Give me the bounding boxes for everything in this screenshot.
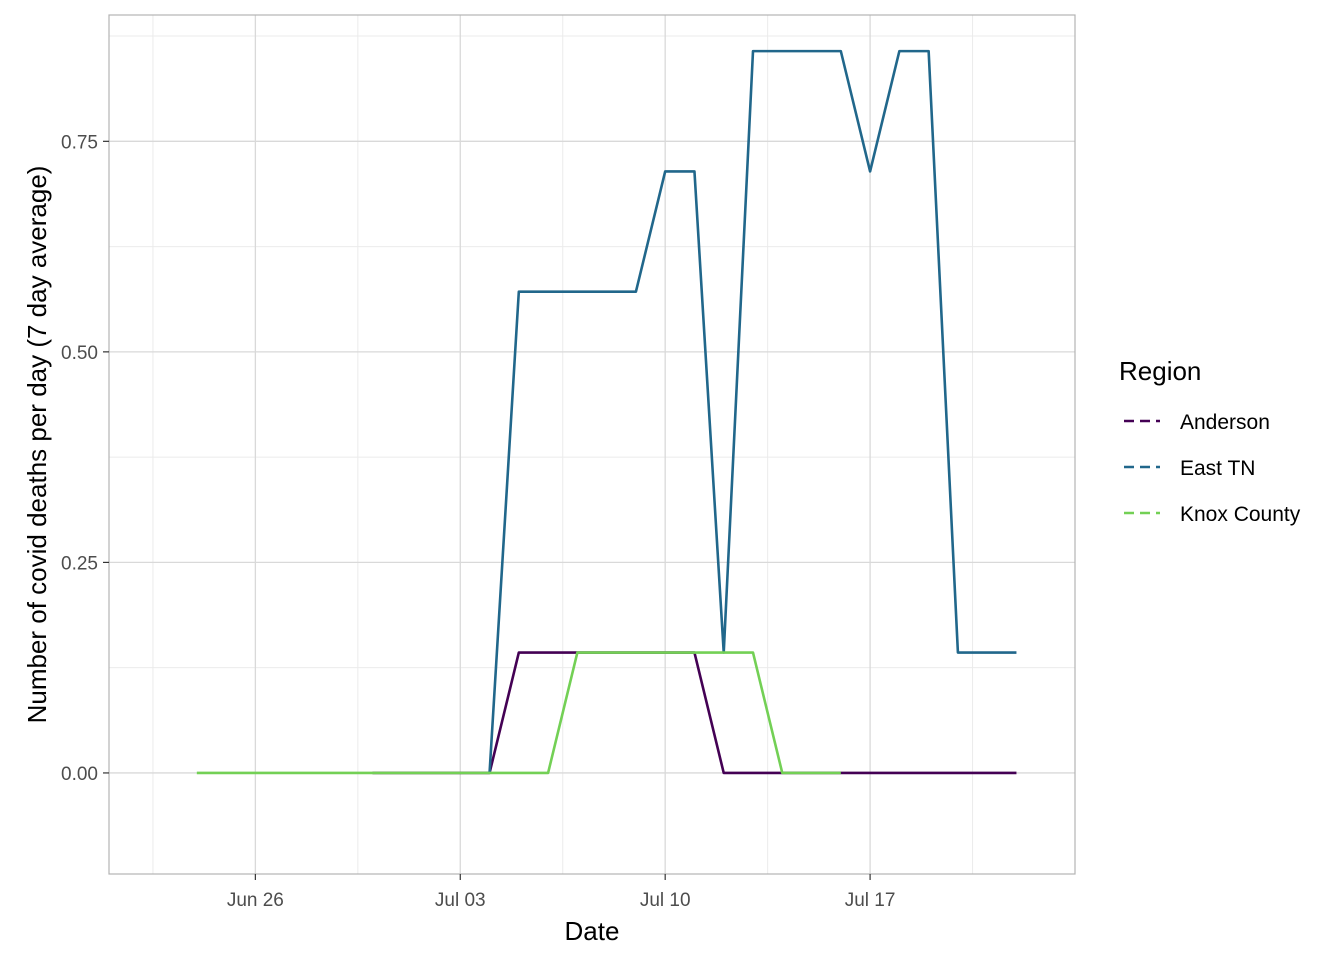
x-axis-title: Date	[565, 916, 620, 946]
plot-panel-border	[108, 14, 1076, 875]
legend: Region Anderson East TN Knox County	[1119, 356, 1301, 526]
series-line-anderson	[372, 651, 1017, 775]
grid-major	[109, 15, 1075, 874]
x-tick-label: Jul 03	[435, 890, 486, 911]
x-tick-label: Jul 10	[640, 890, 691, 911]
y-tick-label: 0.50	[61, 343, 98, 364]
y-tick-label: 0.75	[61, 132, 98, 153]
y-tick-label: 0.25	[61, 553, 98, 574]
legend-label-anderson: Anderson	[1180, 411, 1270, 434]
x-tick-label: Jul 17	[845, 890, 896, 911]
x-tick-label: Jun 26	[227, 890, 284, 911]
series-layer	[196, 49, 1017, 775]
x-axis: Jun 26 Jul 03 Jul 10 Jul 17	[227, 874, 896, 911]
legend-label-knox-county: Knox County	[1180, 503, 1301, 526]
legend-items: Anderson East TN Knox County	[1124, 411, 1301, 526]
y-tick-label: 0.00	[61, 764, 98, 785]
grid-minor	[109, 15, 1075, 874]
series-line-east-tn	[488, 49, 1017, 774]
legend-label-east-tn: East TN	[1180, 457, 1255, 480]
legend-title: Region	[1119, 356, 1201, 386]
y-axis: 0.00 0.25 0.50 0.75	[61, 132, 109, 785]
series-line-knox-county	[196, 651, 841, 775]
y-axis-title: Number of covid deaths per day (7 day av…	[22, 166, 52, 724]
